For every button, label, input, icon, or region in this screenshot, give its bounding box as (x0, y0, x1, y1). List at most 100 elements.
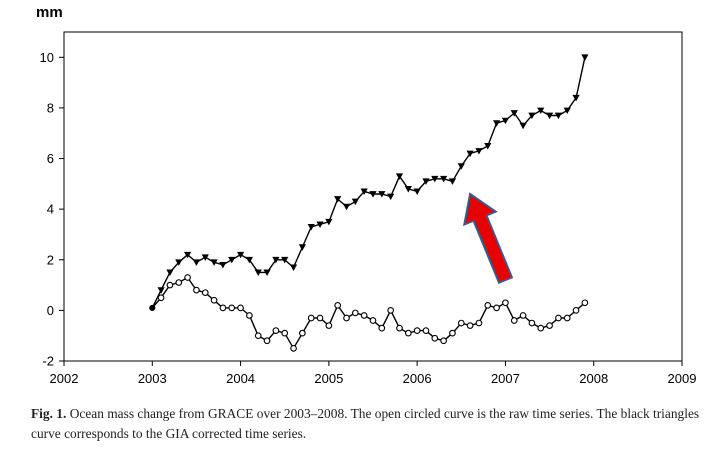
gia-point-46 (554, 112, 562, 120)
y-tick-label-6: 6 (47, 151, 54, 166)
raw-point-13 (263, 337, 271, 345)
gia-point-40 (501, 117, 510, 125)
raw-point-34 (449, 329, 456, 337)
y-tick-label--2: -2 (42, 354, 54, 369)
x-tick-label-2003: 2003 (138, 371, 167, 386)
raw-point-47 (563, 314, 571, 322)
plot-frame (63, 31, 683, 362)
gia-point-19 (316, 221, 324, 228)
raw-point-31 (422, 327, 430, 334)
raw-point-9 (228, 304, 236, 312)
raw-point-29 (404, 329, 412, 337)
gia-point-33 (440, 175, 448, 183)
raw-point-30 (413, 327, 421, 334)
raw-point-1 (157, 294, 165, 302)
gia-point-35 (457, 163, 465, 170)
gia-point-45 (545, 112, 554, 120)
raw-point-49 (581, 299, 589, 307)
raw-point-7 (210, 296, 218, 304)
gia-point-27 (387, 193, 395, 201)
series-1-start-point (149, 304, 156, 311)
gia-point-43 (528, 112, 536, 120)
gia-point-24 (360, 188, 368, 196)
raw-point-19 (316, 314, 324, 322)
raw-point-46 (555, 314, 562, 322)
caption-text: Ocean mass change from GRACE over 2003–2… (31, 406, 700, 441)
y-unit-label: mm (36, 4, 63, 21)
gia-point-21 (334, 196, 342, 203)
raw-point-45 (546, 322, 553, 329)
raw-point-14 (272, 327, 280, 334)
raw-point-41 (510, 317, 518, 324)
raw-point-18 (307, 314, 315, 322)
raw-point-2 (166, 281, 174, 289)
gia-point-39 (493, 120, 501, 127)
raw-point-4 (184, 274, 191, 281)
gia-point-16 (289, 264, 298, 271)
y-tick-label-4: 4 (47, 202, 54, 217)
gia-point-12 (254, 269, 262, 277)
x-tick-label-2006: 2006 (403, 371, 432, 386)
gia-point-34 (448, 178, 457, 185)
gia-point-36 (466, 150, 474, 158)
gia-point-8 (219, 261, 227, 269)
raw-point-20 (325, 322, 333, 329)
raw-point-24 (360, 312, 368, 319)
gia-point-44 (537, 107, 545, 115)
gia-point-1 (157, 287, 165, 294)
raw-point-16 (290, 344, 297, 352)
raw-point-25 (369, 317, 377, 324)
gia-point-25 (369, 191, 377, 198)
x-tick-label-2008: 2008 (579, 371, 608, 386)
gia-point-41 (510, 110, 518, 117)
gia-point-20 (325, 218, 333, 226)
raw-series-line (151, 276, 586, 350)
raw-point-22 (343, 314, 350, 322)
gia-point-23 (351, 198, 359, 206)
red-arrow-annotation (462, 192, 514, 285)
raw-point-11 (246, 312, 253, 319)
raw-point-3 (175, 279, 183, 286)
x-tick-label-2005: 2005 (314, 371, 343, 386)
y-tick-label-8: 8 (47, 100, 54, 115)
gia-point-9 (228, 256, 236, 264)
gia-point-22 (342, 203, 351, 211)
raw-point-39 (493, 304, 500, 312)
raw-point-48 (572, 307, 580, 314)
gia-point-32 (431, 175, 439, 183)
gia-point-31 (422, 178, 430, 185)
raw-point-6 (201, 289, 209, 297)
y-tick-label-2: 2 (47, 252, 54, 267)
gia-point-5 (192, 259, 201, 266)
gia-point-37 (475, 148, 483, 155)
x-tick-label-2004: 2004 (226, 371, 255, 386)
raw-point-36 (466, 322, 474, 329)
raw-point-40 (502, 299, 509, 307)
raw-point-12 (254, 332, 262, 340)
x-tick-label-2009: 2009 (668, 371, 697, 386)
raw-point-38 (484, 301, 492, 309)
figure-label: Fig. 1. (31, 406, 67, 421)
gia-point-30 (413, 188, 421, 196)
raw-point-37 (475, 319, 483, 327)
raw-point-35 (457, 319, 465, 327)
gia-point-10 (236, 251, 245, 259)
gia-point-28 (395, 173, 404, 180)
gia-point-13 (263, 269, 271, 277)
x-tick-label-2002: 2002 (50, 371, 79, 386)
gia-point-3 (175, 259, 183, 266)
gia-point-49 (581, 54, 589, 61)
gia-point-26 (378, 191, 386, 198)
raw-point-43 (528, 319, 536, 327)
raw-point-21 (334, 301, 342, 309)
raw-point-5 (193, 286, 200, 294)
gia-point-14 (272, 256, 280, 264)
gia-point-29 (404, 186, 412, 193)
gia-corrected-line (151, 57, 586, 309)
ocean-mass-chart: 2002 2003 2004 2005 2006 2007 2008 2009 -2 0 2 4 6 8 1… (40, 31, 697, 386)
gia-point-42 (519, 122, 527, 130)
y-tick-label-10: 10 (40, 50, 54, 65)
raw-point-27 (387, 307, 395, 314)
gia-point-48 (572, 94, 580, 102)
y-tick-label-0: 0 (47, 303, 54, 318)
